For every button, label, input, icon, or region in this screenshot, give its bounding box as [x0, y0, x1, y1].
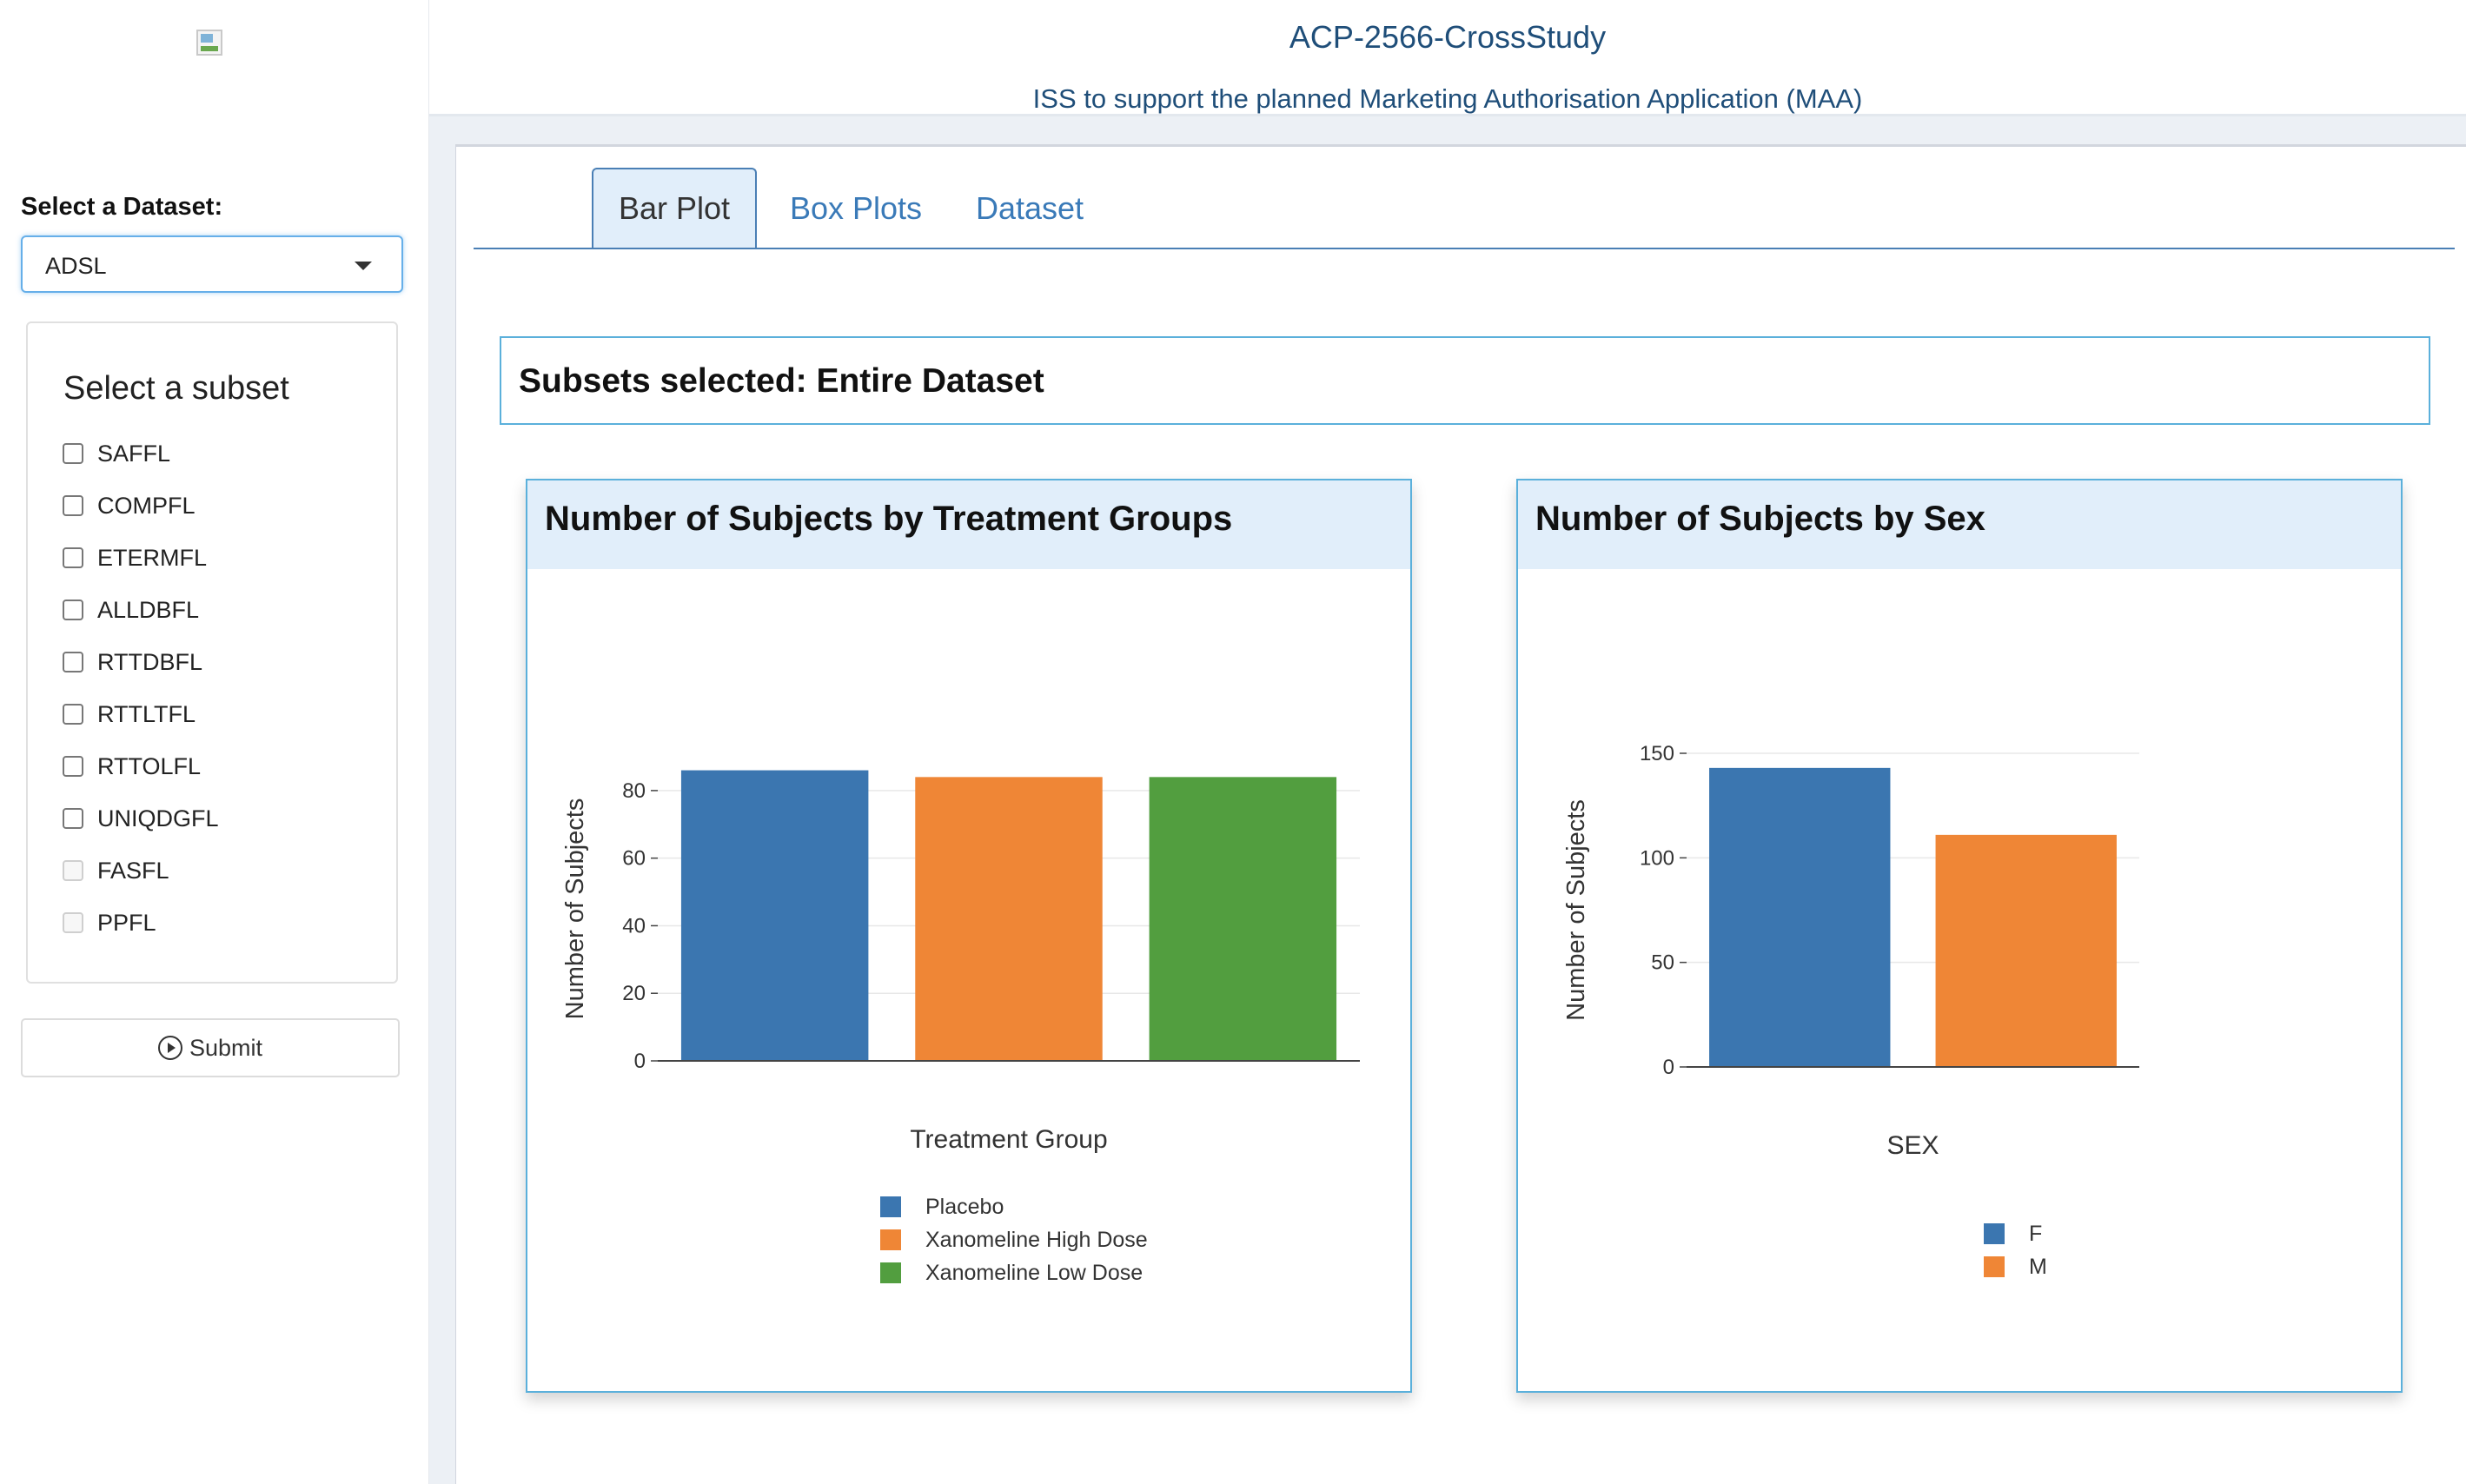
x-axis-label: SEX	[1886, 1131, 1939, 1160]
dataset-label: Select a Dataset:	[21, 193, 223, 221]
checkbox-label: UNIQDGFL	[97, 805, 219, 831]
dataset-select-value: ADSL	[45, 253, 107, 279]
tab-box-plots[interactable]: Box Plots	[778, 168, 934, 249]
checkbox[interactable]	[63, 652, 83, 672]
checkbox[interactable]	[63, 547, 83, 568]
tab-label: Dataset	[975, 190, 1084, 226]
bar-f	[1709, 767, 1891, 1067]
logo-area	[0, 0, 429, 116]
checkbox[interactable]	[63, 704, 83, 725]
checkbox-label: ALLDBFL	[97, 596, 200, 623]
y-tick-label: 60	[622, 847, 646, 871]
checkbox-label: RTTOLFL	[97, 752, 202, 779]
tab-label: Box Plots	[789, 190, 923, 226]
checkbox	[63, 860, 83, 881]
bar-xanomeline-high-dose	[915, 777, 1103, 1061]
legend-swatch	[880, 1196, 901, 1217]
x-axis-label: Treatment Group	[910, 1125, 1107, 1154]
checkbox	[63, 912, 83, 933]
checkbox-label: ETERMFL	[97, 544, 208, 571]
play-circle-icon	[157, 1036, 182, 1060]
sidebar: Select a Dataset: ADSL Select a subset S…	[0, 116, 429, 1484]
y-tick-label: 150	[1640, 742, 1674, 765]
sex-bar-chart[interactable]: 0 50 100 150 SEX Number of Subjects FM	[1518, 569, 2401, 1391]
y-tick-label: 0	[634, 1050, 646, 1073]
bar-m	[1935, 834, 2117, 1067]
checkbox[interactable]	[63, 495, 83, 516]
y-tick-label: 20	[622, 982, 646, 1005]
app-subtitle: ISS to support the planned Marketing Aut…	[1032, 83, 1863, 114]
legend-swatch	[880, 1262, 901, 1283]
subset-checkbox-alldbfl[interactable]: ALLDBFL	[63, 593, 199, 627]
tab-dataset[interactable]: Dataset	[960, 168, 1099, 249]
caret-down-icon	[355, 262, 372, 270]
submit-label: Submit	[189, 1034, 263, 1061]
checkbox[interactable]	[63, 600, 83, 620]
checkbox-label: FASFL	[97, 857, 169, 884]
subset-checkbox-saffl[interactable]: SAFFL	[63, 436, 170, 471]
broken-image-icon	[196, 30, 222, 56]
checkbox-label: SAFFL	[97, 440, 171, 467]
tab-bar-plot[interactable]: Bar Plot	[592, 168, 757, 249]
treatment-chart-card: Number of Subjects by Treatment Groups 0…	[526, 479, 1412, 1393]
dataset-select[interactable]: ADSL	[21, 235, 403, 293]
subset-checkbox-rttolfl[interactable]: RTTOLFL	[63, 749, 201, 784]
subsets-banner: Subsets selected: Entire Dataset	[500, 336, 2430, 425]
card-header: Number of Subjects by Sex	[1518, 480, 2401, 569]
card-header: Number of Subjects by Treatment Groups	[527, 480, 1410, 569]
y-axis-label: Number of Subjects	[1562, 799, 1590, 1021]
subset-title: Select a subset	[63, 370, 289, 407]
legend-entry: Placebo	[925, 1195, 1004, 1219]
subset-checkbox-fasfl: FASFL	[63, 853, 169, 888]
tab-label: Bar Plot	[618, 190, 731, 226]
checkbox-label: RTTLTFL	[97, 700, 196, 727]
checkbox[interactable]	[63, 443, 83, 464]
treatment-bar-chart[interactable]: 0 20 40 60 80 Treatment Group Number of Subjec…	[527, 569, 1410, 1391]
subset-checkbox-uniqdgfl[interactable]: UNIQDGFL	[63, 801, 219, 836]
sex-chart-card: Number of Subjects by Sex 0 50 100 150 SEX Nu…	[1516, 479, 2403, 1393]
legend-entry: Xanomeline High Dose	[925, 1228, 1148, 1252]
y-tick-label: 80	[622, 779, 646, 803]
subset-panel: Select a subset SAFFL COMPFL ETERMFL ALLDBF…	[26, 321, 398, 984]
subsets-selected-text: Subsets selected: Entire Dataset	[519, 362, 1044, 400]
subset-checkbox-rttdbfl[interactable]: RTTDBFL	[63, 645, 202, 679]
legend-swatch	[1984, 1223, 2005, 1244]
y-tick-label: 50	[1651, 951, 1674, 975]
content-box: Bar Plot Box Plots Dataset Subsets selec…	[455, 144, 2466, 1484]
legend-swatch	[1984, 1256, 2005, 1277]
checkbox-label: COMPFL	[97, 492, 196, 519]
tabs-divider	[474, 248, 2455, 249]
checkbox-label: PPFL	[97, 909, 156, 936]
bar-placebo	[680, 770, 869, 1061]
subset-checkbox-compfl[interactable]: COMPFL	[63, 488, 196, 523]
checkbox-label: RTTDBFL	[97, 648, 203, 675]
bar-xanomeline-low-dose	[1149, 777, 1337, 1061]
legend-entry: F	[2029, 1222, 2042, 1246]
y-tick-label: 40	[622, 914, 646, 937]
legend-entry: M	[2029, 1255, 2047, 1279]
legend-swatch	[880, 1229, 901, 1250]
subset-checkbox-etermfl[interactable]: ETERMFL	[63, 540, 207, 575]
card-title: Number of Subjects by Treatment Groups	[545, 500, 1233, 538]
card-title: Number of Subjects by Sex	[1535, 500, 1985, 538]
legend-entry: Xanomeline Low Dose	[925, 1261, 1143, 1285]
app-title: ACP-2566-CrossStudy	[1289, 19, 1607, 55]
subset-checkbox-ppfl: PPFL	[63, 905, 156, 940]
submit-button[interactable]: Submit	[21, 1018, 400, 1077]
checkbox[interactable]	[63, 756, 83, 777]
subset-checkbox-rttltfl[interactable]: RTTLTFL	[63, 697, 196, 732]
y-tick-label: 100	[1640, 846, 1674, 870]
y-axis-label: Number of Subjects	[561, 798, 589, 1020]
checkbox[interactable]	[63, 808, 83, 829]
header: ACP-2566-CrossStudy ISS to support the p…	[429, 0, 2466, 116]
y-tick-label: 0	[1663, 1056, 1674, 1079]
